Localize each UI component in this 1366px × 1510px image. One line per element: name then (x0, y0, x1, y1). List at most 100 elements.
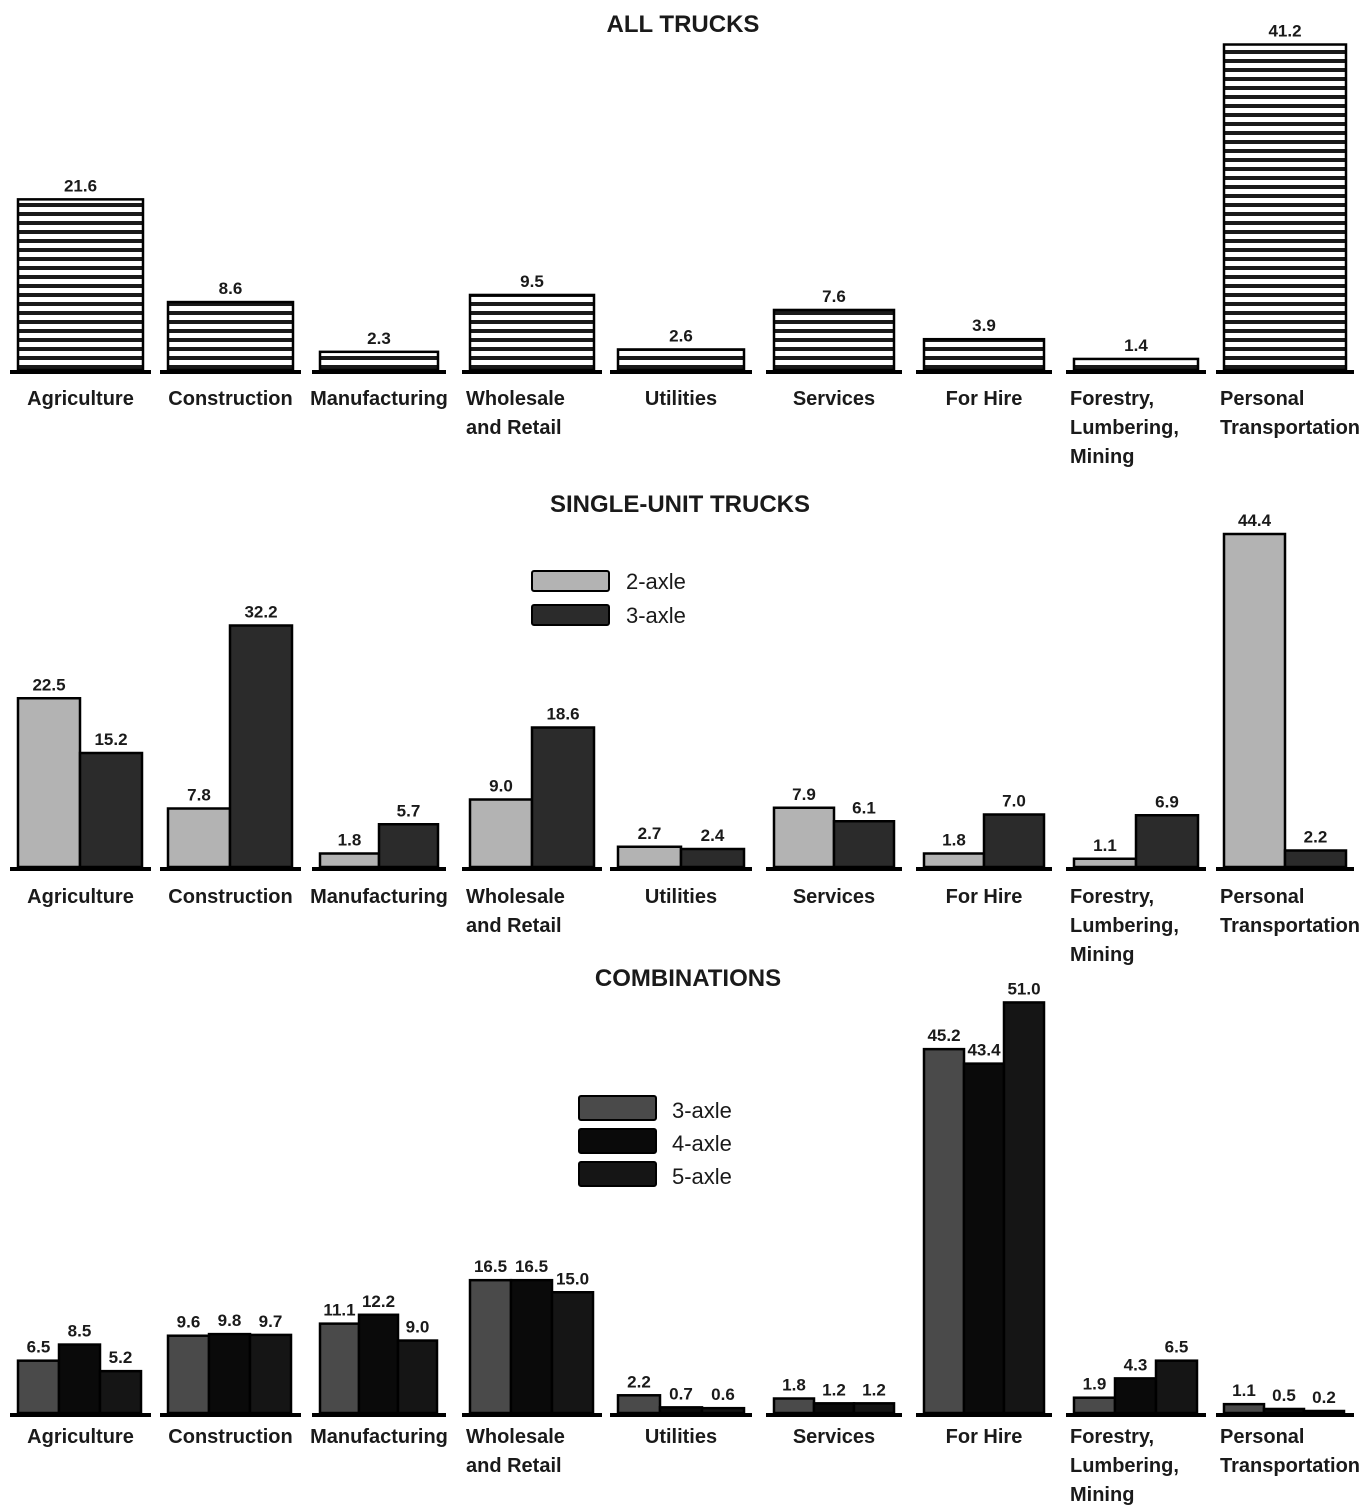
category-label: Transportation (1220, 1455, 1360, 1477)
value-label: 9.5 (520, 272, 544, 291)
bar-4-axle-3 (509, 1278, 554, 1415)
bar-3-axle-2 (318, 1322, 361, 1415)
category-label: Personal (1220, 388, 1304, 410)
category-label: Manufacturing (310, 886, 448, 908)
bar-3-axle-1 (166, 1334, 211, 1415)
bar-4-axle-1 (207, 1332, 252, 1415)
category-label: Services (793, 388, 875, 410)
value-label: 16.5 (515, 1257, 548, 1276)
value-label: 11.1 (323, 1301, 355, 1320)
legend-swatch-5-axle (578, 1161, 657, 1187)
value-label: 8.6 (219, 279, 243, 298)
bar-2-axle-3 (468, 798, 534, 869)
value-label: 6.9 (1155, 792, 1179, 811)
value-label: 0.6 (711, 1385, 735, 1404)
category-label: Construction (168, 1426, 292, 1448)
category-label: Transportation (1220, 915, 1360, 937)
category-label: Agriculture (27, 1426, 134, 1448)
bar-3-axle-8 (1222, 1402, 1266, 1415)
category-label: Services (793, 1426, 875, 1448)
value-label: 22.5 (32, 675, 65, 694)
bar-2-axle-0 (16, 697, 82, 869)
bar-3-axle-0 (78, 751, 144, 869)
category-label: Agriculture (27, 886, 134, 908)
category-label: Transportation (1220, 417, 1360, 439)
value-label: 7.6 (822, 287, 846, 306)
value-label: 4.3 (1124, 1355, 1148, 1374)
category-label: Forestry, (1070, 388, 1154, 410)
value-label: 7.0 (1002, 792, 1026, 811)
value-label: 51.0 (1007, 979, 1040, 998)
bar-value-0 (16, 198, 145, 372)
bar-3-axle-7 (1134, 814, 1200, 869)
category-label: and Retail (466, 1455, 562, 1477)
category-label: Personal (1220, 886, 1304, 908)
bar-4-axle-0 (57, 1343, 102, 1415)
legend-label-3-axle: 3-axle (626, 603, 686, 628)
category-label: Wholesale (466, 886, 565, 908)
value-label: 3.9 (972, 316, 996, 335)
value-label: 6.5 (27, 1338, 51, 1357)
legend-label-5-axle: 5-axle (672, 1164, 732, 1189)
category-label: Wholesale (466, 388, 565, 410)
value-label: 9.8 (218, 1311, 242, 1330)
legend-label-4-axle: 4-axle (672, 1131, 732, 1156)
category-label: Construction (168, 388, 292, 410)
value-label: 1.2 (822, 1380, 846, 1399)
bar-3-axle-6 (982, 813, 1046, 869)
legend-swatch-2-axle (531, 570, 610, 592)
value-label: 7.9 (792, 785, 816, 804)
category-label: Forestry, (1070, 886, 1154, 908)
bar-4-axle-6 (962, 1062, 1006, 1415)
bar-value-4 (616, 348, 746, 372)
bar-5-axle-2 (396, 1339, 439, 1415)
bar-5-axle-3 (550, 1291, 595, 1415)
value-label: 32.2 (244, 603, 277, 622)
value-label: 0.7 (669, 1384, 693, 1403)
value-label: 44.4 (1238, 511, 1272, 530)
value-label: 1.8 (338, 831, 362, 850)
value-label: 1.8 (942, 831, 966, 850)
bar-3-axle-2 (377, 823, 440, 869)
category-label: Mining (1070, 446, 1134, 468)
value-label: 1.1 (1093, 836, 1117, 855)
value-label: 2.7 (638, 824, 662, 843)
value-label: 45.2 (927, 1026, 960, 1045)
category-label: Manufacturing (310, 1426, 448, 1448)
value-label: 41.2 (1268, 22, 1301, 41)
category-label: Personal (1220, 1426, 1304, 1448)
value-label: 1.9 (1083, 1375, 1107, 1394)
category-label: Lumbering, (1070, 1455, 1179, 1477)
bar-value-5 (772, 308, 896, 372)
category-label: Utilities (645, 886, 717, 908)
value-label: 18.6 (546, 705, 579, 724)
bar-3-axle-8 (1283, 849, 1348, 869)
value-label: 15.2 (94, 730, 127, 749)
bar-value-2 (318, 350, 440, 372)
chart-title: ALL TRUCKS (607, 11, 760, 38)
legend-swatch-4-axle (578, 1128, 657, 1154)
bar-3-axle-5 (772, 1397, 816, 1415)
legend-label-2-axle: 2-axle (626, 569, 686, 594)
chart-panel-1: ALL TRUCKS 21.6 Agriculture 8.6 Construction… (10, 11, 1360, 468)
bar-5-axle-5 (852, 1402, 896, 1415)
value-label: 2.2 (1304, 828, 1328, 847)
value-label: 9.6 (177, 1313, 201, 1332)
category-label: For Hire (946, 1426, 1023, 1448)
category-label: Manufacturing (310, 388, 448, 410)
bar-2-axle-1 (166, 807, 232, 869)
category-label: Agriculture (27, 388, 134, 410)
value-label: 0.2 (1312, 1388, 1336, 1407)
category-label: Utilities (645, 1426, 717, 1448)
bar-3-axle-4 (679, 847, 746, 869)
bar-5-axle-8 (1302, 1409, 1346, 1415)
category-label: Forestry, (1070, 1426, 1154, 1448)
bar-3-axle-5 (832, 820, 896, 869)
value-label: 9.7 (259, 1312, 283, 1331)
value-label: 8.5 (68, 1322, 92, 1341)
bar-value-7 (1072, 357, 1200, 372)
value-label: 2.2 (627, 1372, 651, 1391)
legend-swatch-3-axle (578, 1095, 657, 1121)
value-label: 6.1 (852, 798, 876, 817)
